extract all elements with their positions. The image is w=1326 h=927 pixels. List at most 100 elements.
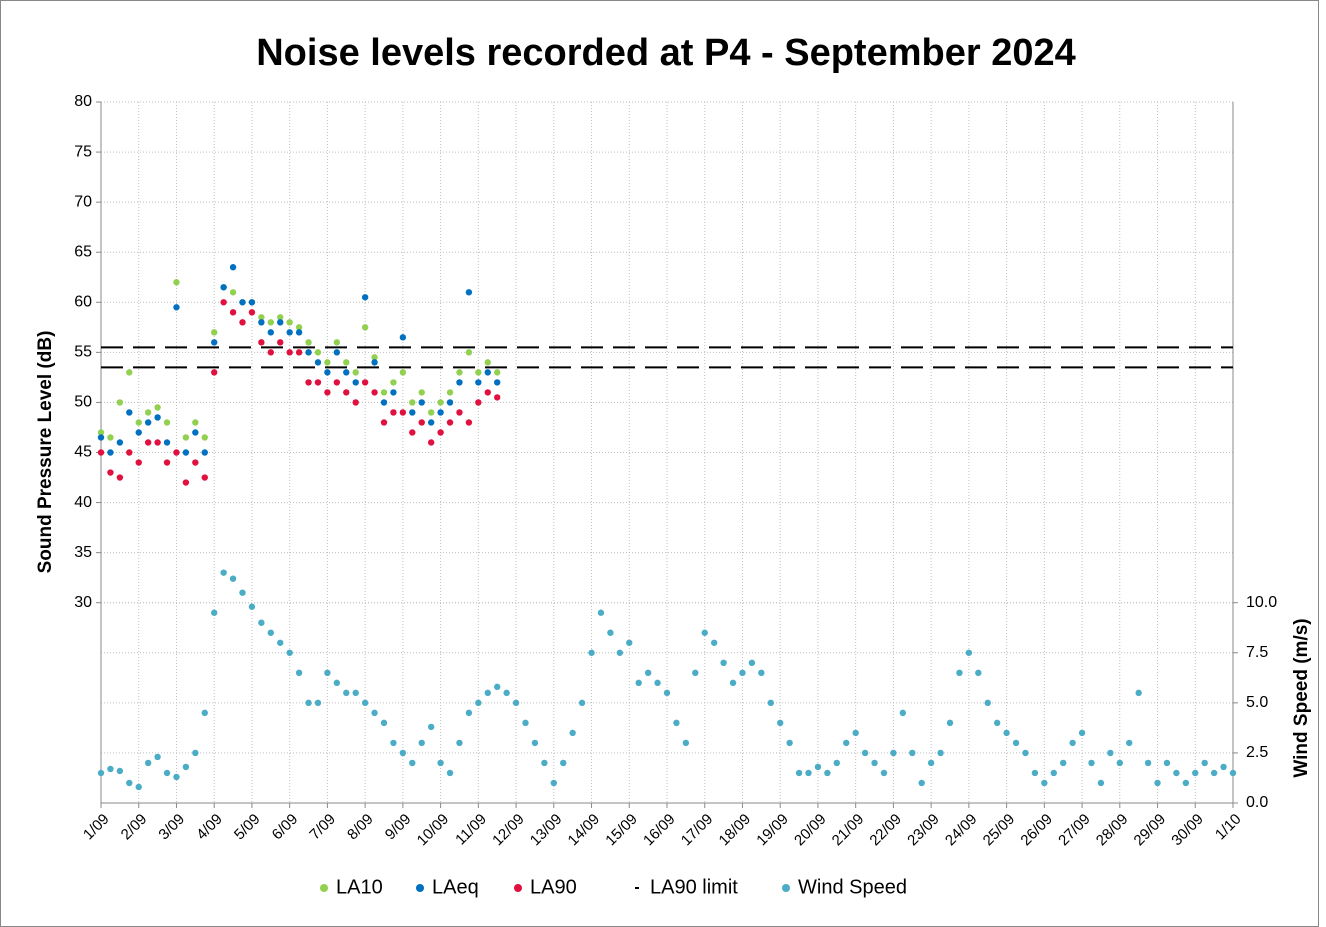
- data-point: [144, 439, 152, 446]
- data-point: [1126, 739, 1133, 747]
- data-point: [1022, 749, 1029, 757]
- legend-label: LAeq: [432, 876, 479, 898]
- data-point: [1107, 749, 1114, 757]
- data-point: [107, 765, 114, 773]
- data-point: [494, 379, 501, 386]
- data-point: [390, 389, 397, 396]
- data-point: [295, 324, 303, 331]
- data-point: [211, 329, 218, 336]
- legend-marker: [782, 884, 790, 892]
- data-point: [1097, 779, 1105, 787]
- data-point: [1220, 763, 1227, 771]
- data-point: [1154, 779, 1161, 787]
- data-point: [409, 399, 416, 406]
- data-point: [314, 359, 322, 366]
- data-point: [352, 399, 359, 406]
- data-point: [748, 659, 756, 666]
- data-point: [1078, 729, 1086, 737]
- data-point: [494, 369, 501, 376]
- data-point: [965, 649, 973, 656]
- data-point: [805, 769, 812, 777]
- data-point: [446, 399, 454, 406]
- data-point: [173, 279, 180, 286]
- data-point: [248, 603, 256, 610]
- data-point: [154, 404, 161, 411]
- data-point: [126, 369, 133, 376]
- data-point: [324, 369, 331, 376]
- data-point: [560, 759, 567, 767]
- data-point: [371, 709, 378, 717]
- data-point: [418, 419, 425, 426]
- data-point: [286, 649, 293, 656]
- data-point: [371, 389, 378, 396]
- data-point: [390, 739, 397, 747]
- y2-tick-label: 10.0: [1246, 594, 1277, 611]
- data-point: [163, 459, 171, 466]
- data-point: [277, 339, 284, 346]
- data-point: [484, 359, 491, 366]
- data-point: [116, 767, 124, 775]
- data-point: [220, 299, 227, 306]
- data-point: [437, 429, 444, 436]
- data-point: [107, 434, 114, 441]
- data-point: [427, 439, 435, 446]
- data-point: [909, 749, 916, 757]
- data-point: [824, 769, 831, 777]
- y-tick-label: 35: [74, 544, 92, 561]
- y-tick-label: 30: [74, 594, 92, 611]
- data-point: [324, 669, 331, 677]
- data-point: [1229, 769, 1237, 777]
- data-point: [531, 739, 539, 747]
- data-point: [173, 449, 180, 456]
- data-point: [343, 359, 350, 366]
- data-point: [663, 689, 671, 697]
- data-point: [626, 639, 633, 646]
- data-point: [267, 329, 274, 336]
- data-point: [418, 739, 425, 747]
- data-point: [211, 339, 218, 346]
- data-point: [107, 469, 114, 476]
- data-point: [286, 329, 293, 336]
- data-point: [786, 739, 793, 747]
- data-point: [1116, 759, 1124, 767]
- y2-axis-label: Wind Speed (m/s): [1291, 618, 1312, 777]
- data-point: [644, 669, 652, 677]
- data-point: [494, 683, 501, 691]
- data-point: [126, 779, 133, 787]
- data-point: [729, 679, 737, 687]
- data-point: [163, 439, 171, 446]
- data-point: [814, 763, 822, 771]
- data-point: [465, 709, 473, 717]
- data-point: [956, 669, 963, 677]
- data-point: [484, 369, 491, 376]
- data-point: [446, 389, 454, 396]
- data-point: [220, 284, 227, 291]
- data-point: [314, 349, 322, 356]
- data-point: [295, 669, 303, 677]
- data-point: [135, 419, 142, 426]
- data-point: [380, 419, 388, 426]
- data-point: [984, 699, 991, 707]
- data-point: [154, 439, 161, 446]
- legend-label: Wind Speed: [798, 876, 907, 898]
- data-point: [201, 709, 208, 717]
- data-point: [154, 414, 161, 421]
- data-point: [333, 349, 341, 356]
- data-point: [1060, 759, 1067, 767]
- data-point: [211, 369, 218, 376]
- data-point: [239, 299, 246, 306]
- data-point: [843, 739, 850, 747]
- data-point: [512, 699, 520, 707]
- data-point: [352, 379, 359, 386]
- data-point: [277, 319, 284, 326]
- data-point: [352, 369, 359, 376]
- data-point: [890, 749, 897, 757]
- data-point: [144, 759, 152, 767]
- data-point: [333, 679, 341, 687]
- y-tick-label: 50: [74, 394, 92, 411]
- data-point: [795, 769, 803, 777]
- data-point: [607, 629, 614, 636]
- data-point: [239, 589, 246, 596]
- data-point: [173, 304, 180, 311]
- data-point: [201, 434, 208, 441]
